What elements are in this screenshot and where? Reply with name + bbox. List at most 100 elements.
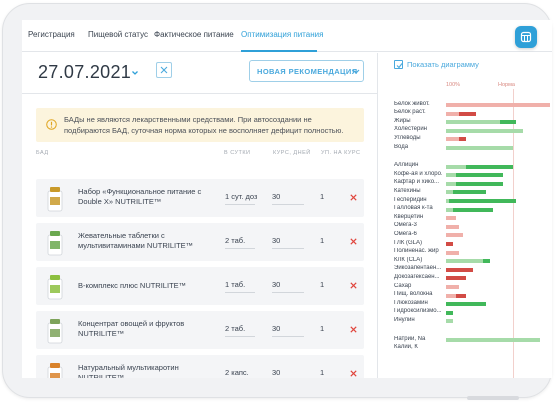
nutrient-bar-base [446, 216, 457, 221]
show-chart-checkbox[interactable] [394, 60, 403, 69]
nutrient-label: Кафтар и хико... [394, 179, 440, 186]
tab-nutrition-status[interactable]: Пищевой статус [88, 30, 148, 39]
field-underline [272, 204, 304, 205]
nutrient-bar-base [446, 103, 550, 107]
col-product: БАД [36, 150, 49, 156]
product-image [47, 187, 63, 212]
per-course-value: 1 [320, 368, 325, 377]
per-day-field[interactable]: 2 таб. [225, 236, 246, 245]
nutrient-label: Гесперидин [394, 196, 427, 203]
scale-100-label: 100% [446, 82, 461, 88]
per-day-field[interactable]: 2 таб. [225, 324, 246, 333]
product-name: Жевательные таблетки с мультивитаминами … [78, 231, 194, 250]
product-image [47, 319, 63, 344]
nutrient-bar-base [446, 224, 460, 229]
norm-line [513, 89, 514, 378]
delete-icon[interactable] [350, 282, 357, 289]
course-days-field[interactable]: 30 [272, 368, 281, 377]
nutrient-label: Глюкозамин [394, 299, 428, 306]
nutrient-bar-supplement [459, 111, 477, 116]
screen: Регистрация Пищевой статус Фактическое п… [22, 20, 552, 378]
nutrient-bar-base [446, 259, 483, 264]
nutrient-label: Полиненас. жир [394, 248, 439, 255]
nutrient-bar-base [446, 181, 457, 186]
per-day-field[interactable]: 2 капс. [225, 368, 249, 377]
nutrient-bar-base [446, 293, 457, 298]
nutrient-bar-base [446, 164, 467, 169]
nutrient-bar-base [446, 319, 453, 324]
col-course-days: КУРС, ДНЕЙ [273, 150, 311, 156]
per-course-value: 1 [320, 324, 325, 333]
top-action-button[interactable] [515, 26, 537, 48]
delete-icon[interactable] [350, 370, 357, 377]
cart-icon [520, 31, 532, 43]
nutrient-bar-supplement [466, 164, 513, 169]
scale-norm-label: Норма [498, 82, 515, 88]
product-name: Натуральный мультикаротин NUTRILITE™ [78, 363, 179, 378]
nutrient-label: Белок живот. [394, 100, 430, 107]
nutrient-label: Кверцетин [394, 213, 424, 220]
new-recommendation-dropdown[interactable]: НОВАЯ РЕКОМЕНДАЦИЯ [249, 60, 364, 82]
field-underline [225, 204, 255, 205]
nutrient-label: Омега-3 [394, 222, 417, 229]
nutrient-chart-panel: Показать диаграмму 100% Норма Белок живо… [378, 53, 552, 378]
product-name: Набор «Функциональное питание с Double X… [78, 187, 202, 206]
check-icon [396, 63, 403, 69]
field-underline [225, 292, 255, 293]
nutrient-label: Гидроксилизмо... [394, 308, 442, 315]
nutrient-bar-base [446, 199, 450, 203]
nutrient-bar-supplement [446, 302, 487, 307]
nutrient-label: Холестерин [394, 126, 427, 133]
nutrient-bar-supplement [446, 267, 473, 272]
course-days-field[interactable]: 30 [272, 280, 281, 289]
nutrient-bar-base [446, 137, 460, 142]
nutrient-label: КЛК (CLA) [394, 256, 423, 263]
delete-icon[interactable] [350, 326, 357, 333]
field-underline [272, 248, 304, 249]
nutrient-bar-base [446, 190, 453, 195]
nutrient-bar-base [446, 128, 524, 133]
nutrient-bar-base [446, 120, 500, 125]
tab-nutrition-optimization[interactable]: Оптимизация питания [241, 30, 324, 39]
delete-icon[interactable] [350, 238, 357, 245]
nutrient-bar-supplement [456, 173, 503, 178]
nutrient-label: Аллицин [394, 162, 419, 169]
nutrient-bar-base [446, 146, 513, 150]
chevron-down-icon[interactable] [131, 69, 139, 77]
nutrient-label: Белок раст. [394, 109, 426, 116]
nutrient-label: Инулин [394, 316, 415, 323]
per-course-value: 1 [320, 192, 325, 201]
field-underline [225, 336, 255, 337]
product-name: Концентрат овощей и фруктов NUTRILITE™ [78, 319, 185, 338]
course-days-field[interactable]: 30 [272, 236, 281, 245]
header-divider [22, 93, 377, 94]
product-row: Натуральный мультикаротин NUTRILITE™ 2 ка… [36, 355, 364, 378]
tab-actual-nutrition[interactable]: Фактическое питание [154, 30, 234, 39]
product-image [47, 363, 63, 378]
course-days-field[interactable]: 30 [272, 192, 281, 201]
delete-icon[interactable] [350, 194, 357, 201]
course-days-field[interactable]: 30 [272, 324, 281, 333]
per-day-field[interactable]: 1 сут. доза [225, 192, 257, 201]
close-icon [160, 66, 168, 74]
date-selector[interactable]: 27.07.2021 [38, 62, 132, 82]
warning-text: БАДы не являются лекарственными средства… [64, 115, 344, 135]
clear-date-button[interactable] [156, 62, 172, 78]
tab-registration[interactable]: Регистрация [28, 30, 75, 39]
nutrient-bar-base [446, 338, 540, 342]
show-chart-label[interactable]: Показать диаграмму [407, 60, 479, 69]
nutrient-label: Омега-6 [394, 230, 417, 237]
nutrient-bar-supplement [446, 276, 467, 281]
col-per-course: УП. НА КУРС [321, 150, 361, 156]
nutrient-bar-base [446, 111, 460, 116]
nutrient-label: Натрий, Na [394, 335, 426, 342]
warning-icon [46, 119, 57, 130]
nutrient-bar-supplement [446, 242, 453, 246]
per-day-field[interactable]: 1 таб. [225, 280, 246, 289]
nutrient-bar-supplement [456, 181, 503, 186]
product-image [47, 275, 63, 300]
nutrient-label: Галловая к-та [394, 205, 433, 212]
col-per-day: В СУТКИ [224, 150, 251, 156]
nutrient-label: Катехины [394, 187, 421, 194]
product-row: Набор «Функциональное питание с Double X… [36, 179, 364, 217]
